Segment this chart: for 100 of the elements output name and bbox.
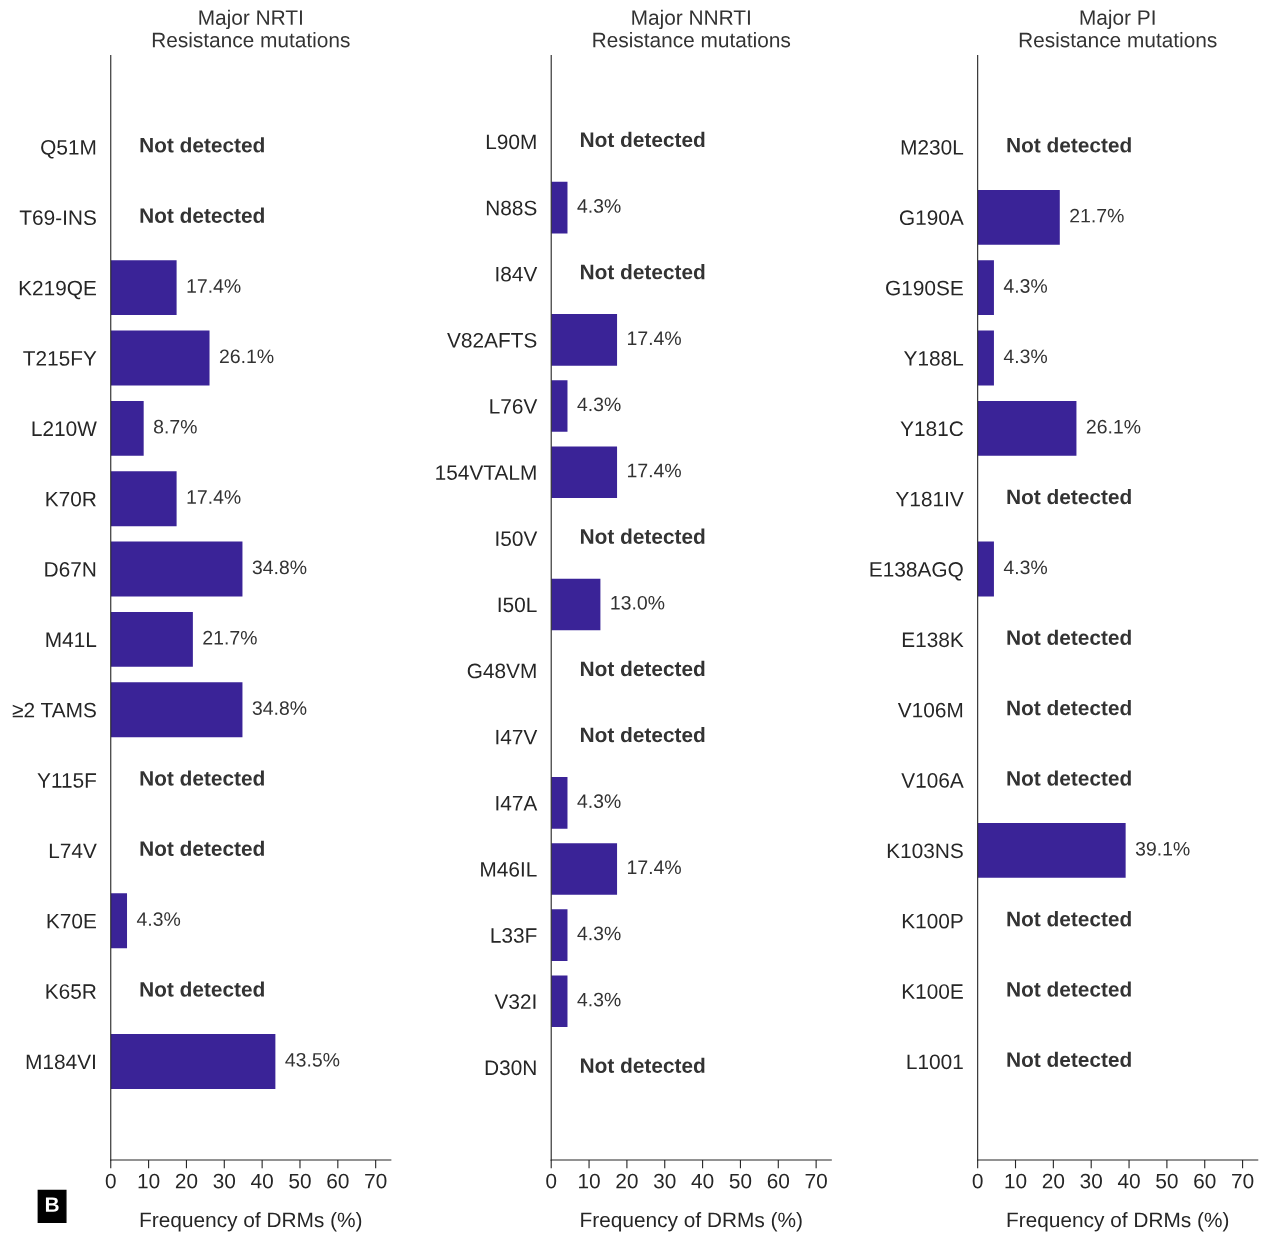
y-tick-label: K100P <box>902 913 963 929</box>
y-tick-label: V32I <box>494 994 536 1009</box>
x-axis-title: Frequency of DRMs (%) <box>581 1212 802 1232</box>
y-tick-label: M41L <box>46 632 97 647</box>
bar <box>110 400 144 456</box>
data-label: Not detected <box>1007 629 1131 645</box>
y-tick-label: Y181C <box>900 421 963 437</box>
y-tick-label: L74V <box>49 843 97 858</box>
data-label: 26.1% <box>1086 419 1141 434</box>
data-label: 21.7% <box>1070 208 1124 223</box>
y-tick-label: L90M <box>486 134 536 150</box>
x-tick-label: 60 <box>327 1173 349 1189</box>
bar <box>551 181 568 234</box>
y-tick-label: K219QE <box>19 280 96 300</box>
data-label: Not detected <box>140 770 264 786</box>
data-label: 17.4% <box>628 860 681 875</box>
data-label: 17.4% <box>187 490 241 504</box>
x-tick-label: 10 <box>579 1173 600 1189</box>
bar <box>110 471 177 527</box>
y-tick-label: I47V <box>496 729 538 745</box>
y-tick-label: V82AFTS <box>447 332 537 348</box>
data-label: 17.4% <box>187 279 241 293</box>
x-axis-title: Frequency of DRMs (%) <box>1007 1212 1229 1232</box>
y-tick-label: L76V <box>490 399 538 414</box>
y-tick-label: M46IL <box>481 861 537 877</box>
x-tick-label: 30 <box>213 1173 236 1189</box>
y-tick-label: I50V <box>496 531 538 547</box>
y-tick-label: T215FY <box>23 351 97 366</box>
y-tick-label: Q51M <box>41 139 96 159</box>
bar <box>110 682 243 738</box>
x-tick-label: 10 <box>1005 1173 1027 1189</box>
y-tick-label: Y115F <box>37 773 97 788</box>
bar <box>551 578 601 631</box>
bar <box>551 975 568 1028</box>
y-tick-label: E138K <box>902 632 964 648</box>
y-tick-label: I47A <box>496 796 538 811</box>
data-label: 4.3% <box>577 992 621 1007</box>
data-label: Not detected <box>1007 700 1131 716</box>
bar <box>551 777 568 829</box>
data-label: Not detected <box>580 660 705 677</box>
bar <box>551 380 568 432</box>
data-label: 4.3% <box>1003 560 1048 575</box>
y-tick-label: L210W <box>32 421 97 437</box>
data-label: Not detected <box>1007 770 1131 786</box>
x-tick-label: 40 <box>251 1173 273 1189</box>
text: B <box>45 1197 59 1212</box>
data-label: Not detected <box>1007 489 1131 505</box>
y-tick-label: G190A <box>899 210 964 226</box>
x-tick-label: 70 <box>1232 1173 1254 1189</box>
data-label: 4.3% <box>577 199 621 213</box>
data-label: Not detected <box>1007 911 1131 927</box>
data-label: 4.3% <box>577 397 621 412</box>
y-tick-label: Y181IV <box>895 491 964 507</box>
data-label: 4.3% <box>577 926 621 941</box>
y-tick-label: K70E <box>47 913 96 929</box>
data-label: 4.3% <box>1003 349 1048 364</box>
y-tick-label: N88S <box>486 200 537 216</box>
data-label: Not detected <box>1007 137 1131 153</box>
y-tick-label: V106A <box>901 773 964 788</box>
data-label: Not detected <box>580 528 705 544</box>
data-label: 34.8% <box>252 701 307 715</box>
bar <box>977 260 994 316</box>
y-tick-label: T69-INS <box>19 210 96 226</box>
bar <box>110 893 128 949</box>
y-tick-label: 154VTALM <box>436 465 536 480</box>
x-tick-label: 40 <box>1117 1173 1140 1189</box>
y-tick-label: L1001 <box>907 1054 963 1070</box>
bar <box>551 446 618 498</box>
data-label: 8.7% <box>153 419 197 434</box>
bar <box>110 260 177 316</box>
x-tick-label: 0 <box>972 1173 983 1189</box>
x-axis-title: Frequency of DRMs (%) <box>140 1212 362 1232</box>
bar <box>977 541 994 597</box>
bar <box>110 541 243 597</box>
data-label: Not detected <box>580 131 705 148</box>
y-tick-label: ≥2 TAMS <box>12 702 96 718</box>
y-tick-label: V106M <box>897 702 963 718</box>
data-label: 17.4% <box>628 331 681 346</box>
y-tick-label: I50L <box>498 597 537 613</box>
x-tick-label: 70 <box>805 1173 827 1189</box>
y-tick-label: K65R <box>46 984 96 999</box>
x-tick-label: 50 <box>1156 1173 1178 1189</box>
data-label: Not detected <box>1007 1051 1131 1068</box>
bar <box>110 1034 276 1089</box>
x-tick-label: 30 <box>1080 1173 1102 1189</box>
data-label: 4.3% <box>136 912 181 926</box>
y-tick-label: I84V <box>496 266 538 282</box>
bar <box>977 400 1077 456</box>
bar <box>977 189 1060 245</box>
data-label: 26.1% <box>219 349 274 364</box>
y-tick-label: K70R <box>46 491 96 507</box>
x-tick-label: 20 <box>616 1173 638 1189</box>
data-label: Not detected <box>140 981 264 997</box>
x-tick-label: 0 <box>546 1173 557 1189</box>
bar <box>977 823 1126 878</box>
data-label: 21.7% <box>203 630 257 645</box>
data-label: 39.1% <box>1135 841 1190 856</box>
chart-title: Major PI Resistance mutations <box>1019 9 1217 48</box>
data-label: Not detected <box>140 137 264 153</box>
data-label: Not detected <box>140 207 264 223</box>
